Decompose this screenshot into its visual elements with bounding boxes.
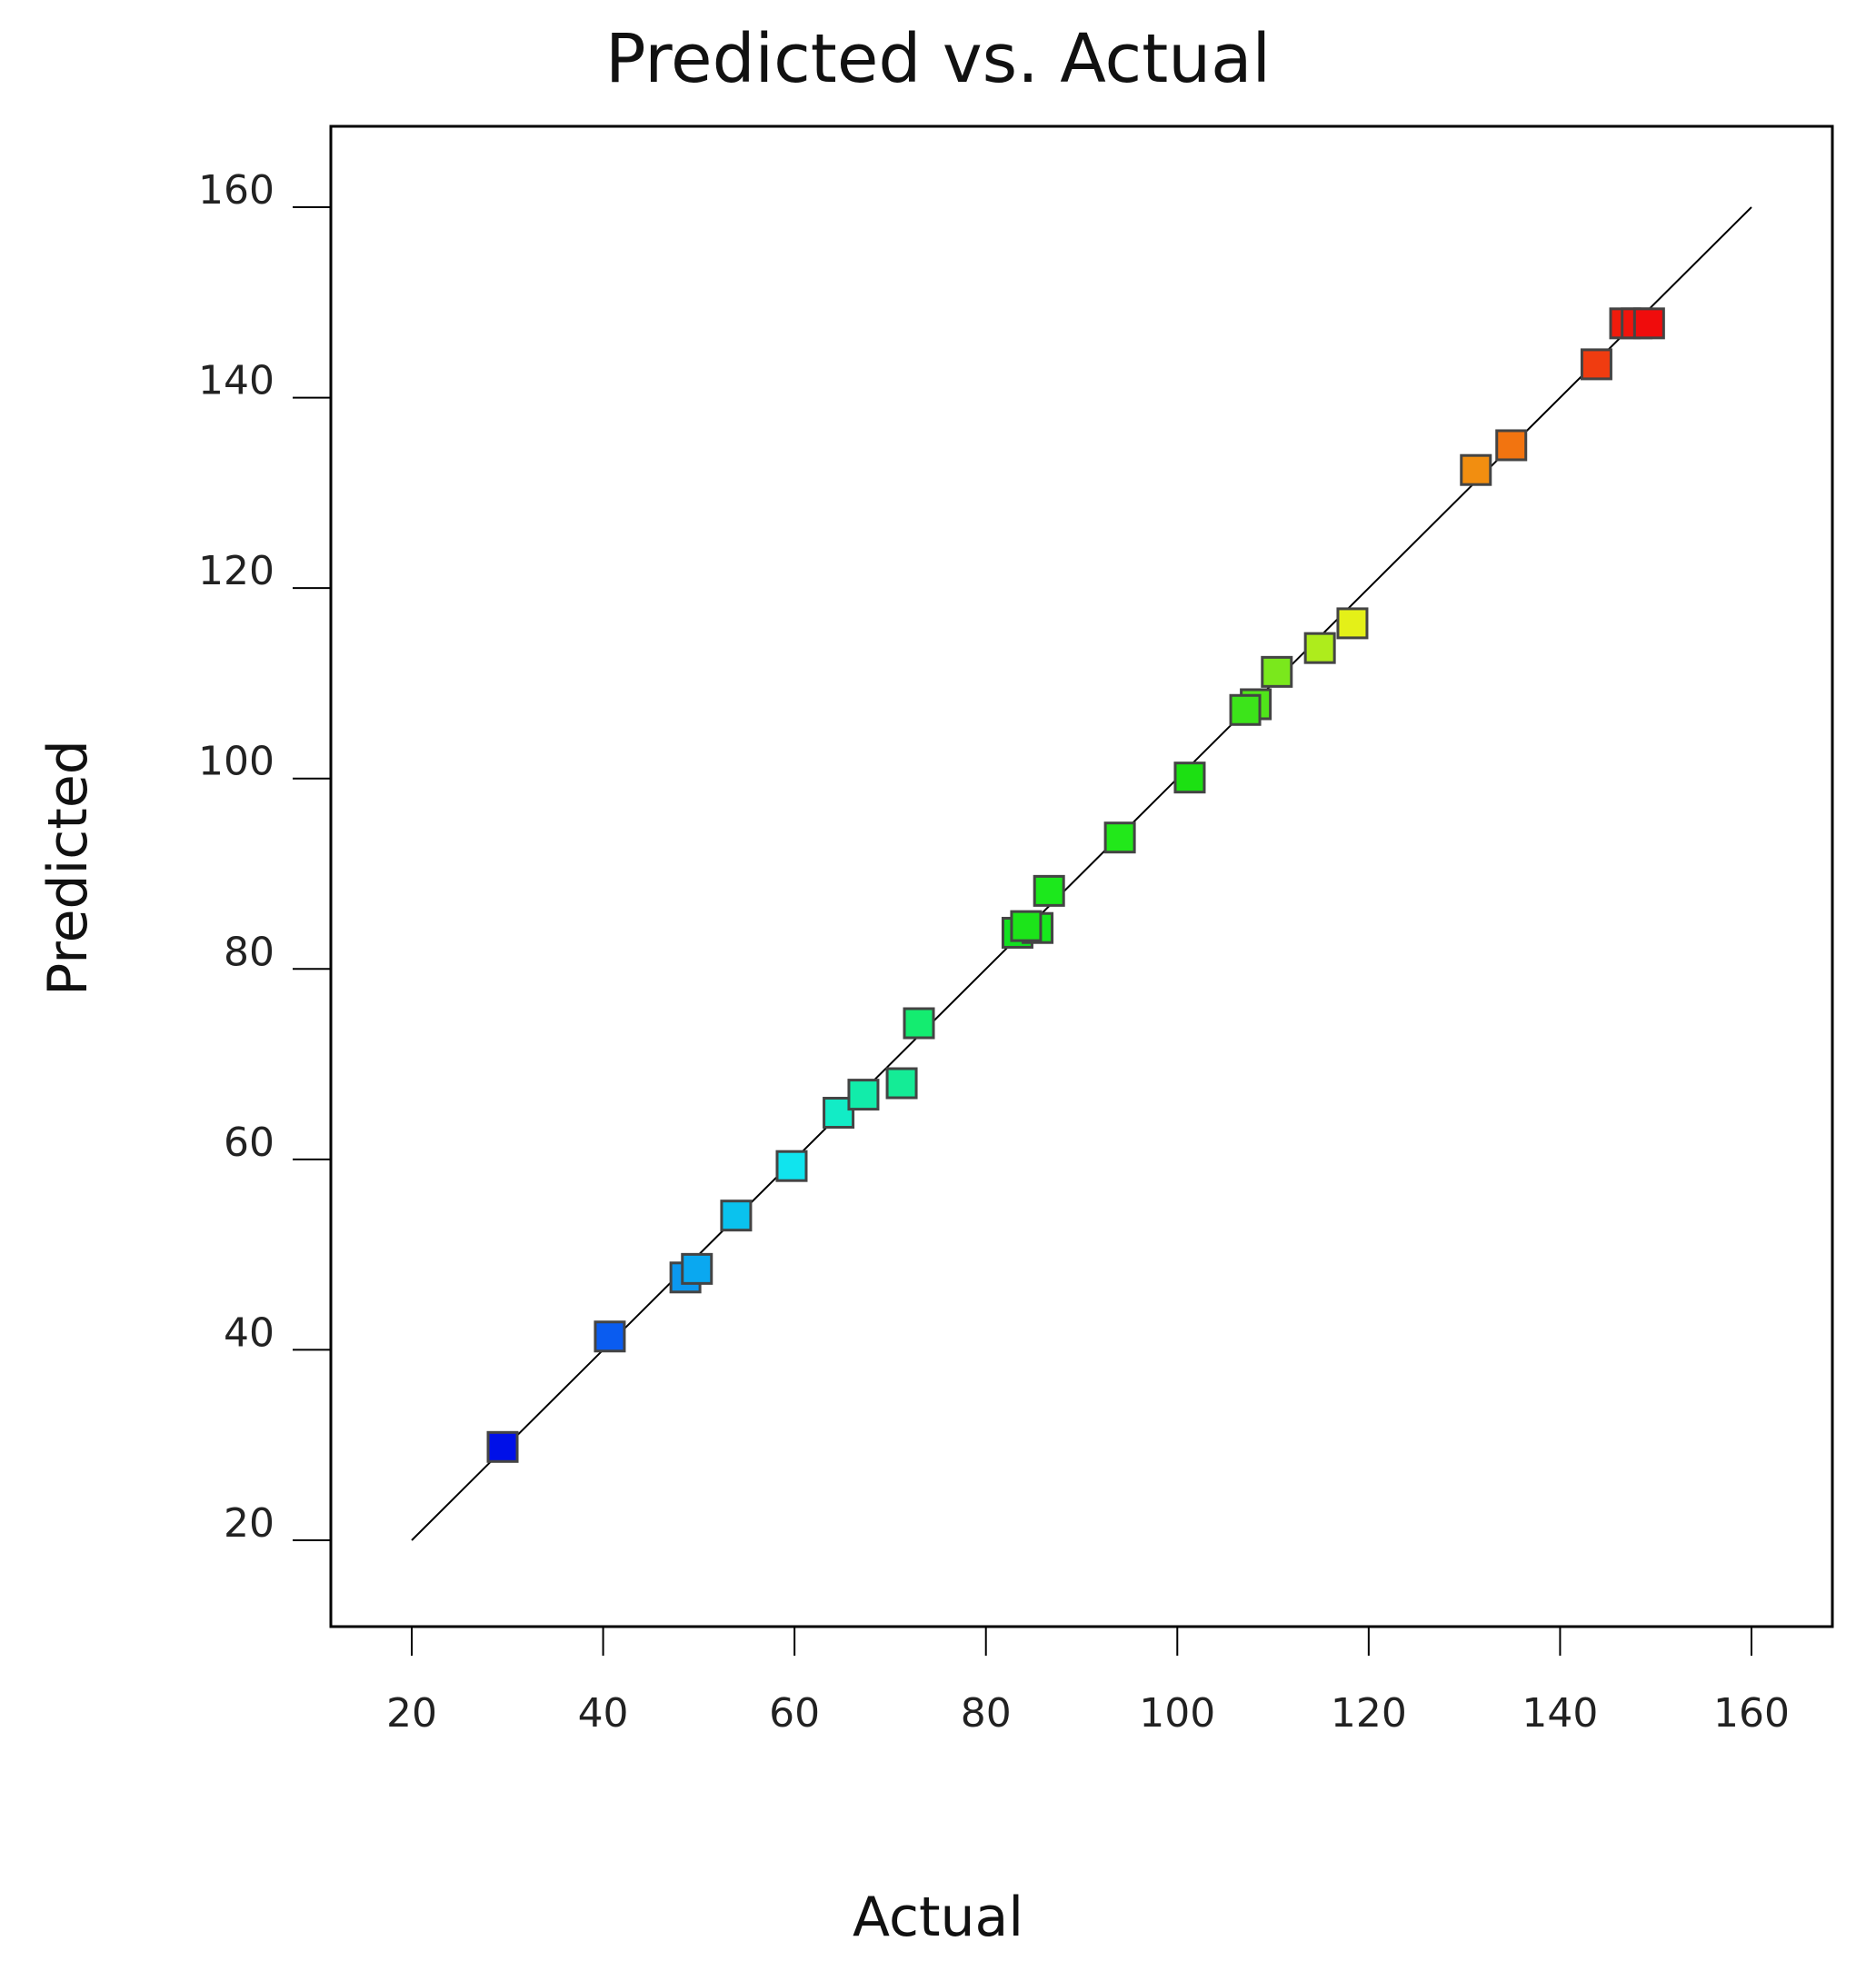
data-point-4	[681, 1252, 713, 1285]
data-point-20	[1303, 632, 1336, 664]
y-tick-label: 60	[224, 1120, 274, 1166]
data-point-27	[1632, 307, 1665, 340]
plot-frame	[329, 124, 1834, 1628]
data-point-18	[1229, 693, 1262, 726]
y-tick-label: 40	[224, 1309, 274, 1356]
x-tick-label: 120	[1331, 1690, 1407, 1737]
data-points	[486, 307, 1665, 1463]
x-tick-label: 100	[1139, 1690, 1215, 1737]
x-tick-label: 60	[769, 1690, 820, 1737]
data-point-13	[1010, 910, 1043, 942]
y-tick-label: 160	[198, 167, 274, 214]
data-point-2	[594, 1320, 626, 1353]
y-axis: 20 40 60 80 100 120 140 160	[198, 167, 331, 1547]
data-point-14	[1033, 874, 1065, 907]
y-tick-label: 120	[198, 548, 274, 594]
data-point-8	[847, 1079, 880, 1111]
x-tick-label: 40	[578, 1690, 629, 1737]
data-point-10	[903, 1007, 935, 1040]
chart-title: Predicted vs. Actual	[604, 20, 1272, 98]
data-point-15	[1103, 821, 1136, 854]
x-tick-label: 80	[961, 1690, 1012, 1737]
data-point-5	[720, 1200, 753, 1232]
data-point-24	[1580, 348, 1612, 381]
x-tick-label: 140	[1522, 1690, 1598, 1737]
y-tick-label: 140	[198, 358, 274, 404]
x-axis: 20 40 60 80 100 120 140 160	[386, 1627, 1790, 1737]
data-point-21	[1336, 607, 1369, 640]
x-tick-label: 20	[386, 1690, 437, 1737]
data-point-1	[486, 1430, 519, 1463]
y-tick-label: 20	[224, 1500, 274, 1547]
data-point-16	[1173, 762, 1206, 794]
data-point-23	[1495, 429, 1528, 462]
y-tick-label: 100	[198, 739, 274, 785]
data-point-6	[775, 1150, 808, 1182]
data-point-19	[1261, 655, 1293, 688]
data-point-22	[1460, 453, 1492, 486]
y-tick-label: 80	[224, 929, 274, 975]
x-tick-label: 160	[1713, 1690, 1790, 1737]
reference-line	[411, 206, 1752, 1541]
x-axis-label: Actual	[853, 1886, 1023, 1949]
data-point-9	[885, 1067, 918, 1100]
